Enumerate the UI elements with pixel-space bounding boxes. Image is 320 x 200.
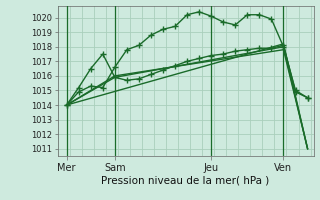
X-axis label: Pression niveau de la mer( hPa ): Pression niveau de la mer( hPa )	[101, 176, 270, 186]
